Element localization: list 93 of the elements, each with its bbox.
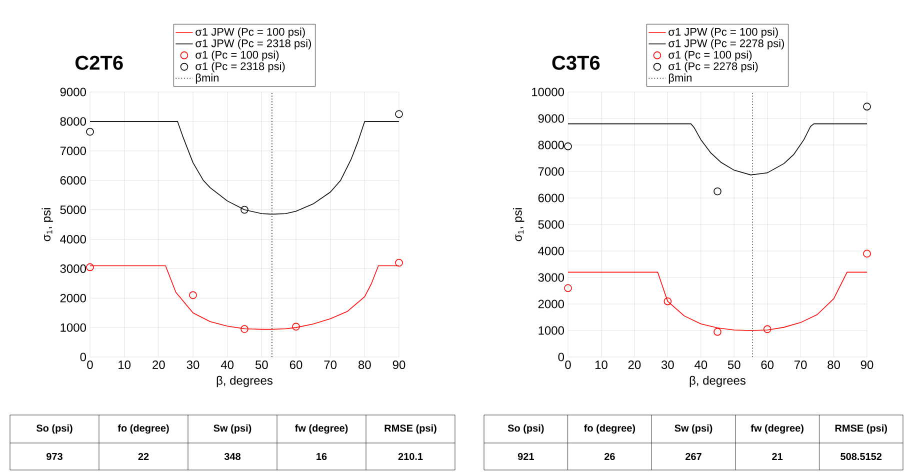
text: 21: [772, 453, 783, 460]
chart-title: C2T6: [75, 56, 123, 70]
x-tick-label: 50: [728, 360, 740, 370]
x-tick-label: 90: [392, 360, 406, 370]
legend-label: σ1 (Pc = 100 psi): [668, 50, 752, 61]
y-tick-label: 7000: [60, 146, 86, 156]
point: [664, 297, 672, 306]
y-axis-title: σ$_{1}$, psi: [513, 208, 524, 242]
text: 22: [138, 453, 149, 460]
x-tick-label: 40: [220, 360, 234, 370]
x-tick-label: 30: [661, 360, 674, 370]
text: fo (degree): [118, 424, 169, 434]
text: 16: [316, 452, 327, 460]
text: RMSE (psi): [384, 424, 436, 434]
x-tick-label: 40: [694, 360, 708, 370]
text: fo (degree): [584, 424, 636, 434]
point: [564, 284, 572, 292]
y-tick-label: 5000: [60, 206, 86, 214]
y-axis-title: σ$_{1}$, psi: [42, 208, 53, 242]
x-tick-label: 70: [794, 360, 807, 370]
x-tick-label: 0: [565, 360, 571, 370]
y-tick-label: 10000: [532, 88, 564, 96]
y-tick-label: 0: [558, 352, 564, 362]
y-tick-label: 7000: [538, 167, 564, 176]
x-axis-title: β, degrees: [690, 376, 746, 388]
x-tick-label: 60: [761, 360, 774, 370]
text: 267: [686, 452, 702, 460]
y-tick-label: 3000: [60, 264, 86, 273]
x-tick-label: 90: [860, 360, 874, 370]
y-tick-label: 1000: [538, 326, 564, 335]
text: fw (degree): [295, 424, 348, 434]
text: RMSE (psi): [835, 424, 887, 434]
y-tick-label: 1000: [60, 323, 86, 332]
x-tick-label: 70: [324, 360, 337, 370]
x-tick-label: 10: [118, 360, 131, 370]
text: Sw (psi): [214, 424, 252, 434]
text: So (psi): [508, 424, 544, 434]
x-tick-label: 0: [87, 360, 93, 370]
legend-label: σ1 JPW (Pc = 100 psi): [196, 28, 305, 38]
point: [240, 206, 248, 214]
point: [564, 142, 572, 150]
point: [86, 128, 94, 136]
legend-label: σ1 (Pc = 2278 psi): [668, 62, 758, 72]
y-tick-label: 5000: [538, 220, 564, 229]
y-tick-label: 8000: [60, 117, 86, 126]
point: [189, 291, 197, 300]
x-tick-label: 20: [152, 360, 165, 370]
legend-label: βmin: [196, 74, 218, 84]
legend-label: σ1 (Pc = 2318 psi): [196, 62, 285, 72]
point: [86, 263, 94, 272]
y-tick-label: 3000: [538, 273, 564, 282]
x-tick-label: 80: [358, 360, 371, 370]
x-tick-label: 30: [186, 360, 200, 370]
y-tick-label: 6000: [538, 194, 564, 202]
text: Sw (psi): [674, 424, 712, 434]
text: 508.5152: [840, 452, 882, 460]
point: [240, 325, 248, 333]
chart-title: C3T6: [552, 56, 600, 70]
text: 210.1: [398, 452, 423, 460]
point: [395, 258, 403, 267]
x-tick-label: 50: [255, 360, 268, 370]
y-tick-label: 2000: [60, 294, 86, 302]
point: [763, 325, 772, 334]
x-tick-label: 20: [628, 360, 641, 370]
point: [714, 328, 722, 336]
legend-label: σ1 JPW (Pc = 2278 psi): [668, 39, 784, 50]
y-tick-label: 9000: [538, 114, 564, 123]
x-tick-label: 80: [828, 360, 840, 370]
point: [863, 102, 871, 110]
text: 921: [518, 452, 534, 460]
y-tick-label: 2000: [538, 300, 564, 308]
x-axis-title: β, degrees: [216, 376, 273, 388]
text: 348: [224, 452, 241, 460]
legend-label: σ1 JPW (Pc = 100 psi): [668, 28, 778, 38]
point: [395, 110, 403, 118]
legend-label: βmin: [668, 74, 692, 84]
y-tick-label: 0: [80, 352, 86, 362]
text: 973: [46, 452, 62, 460]
x-tick-label: 10: [595, 360, 608, 370]
point: [292, 322, 300, 331]
y-tick-label: 4000: [538, 246, 564, 256]
text: 26: [604, 452, 615, 460]
y-tick-label: 4000: [60, 234, 86, 244]
y-tick-label: 6000: [60, 176, 86, 185]
y-tick-label: 9000: [60, 88, 86, 96]
legend-label: σ1 (Pc = 100 psi): [196, 50, 279, 61]
point: [714, 187, 722, 196]
text: So (psi): [36, 424, 72, 434]
y-tick-label: 8000: [538, 140, 564, 150]
legend-label: σ1 JPW (Pc = 2318 psi): [196, 39, 311, 50]
text: fw (degree): [750, 424, 804, 434]
x-tick-label: 60: [290, 360, 302, 370]
point: [863, 250, 871, 258]
